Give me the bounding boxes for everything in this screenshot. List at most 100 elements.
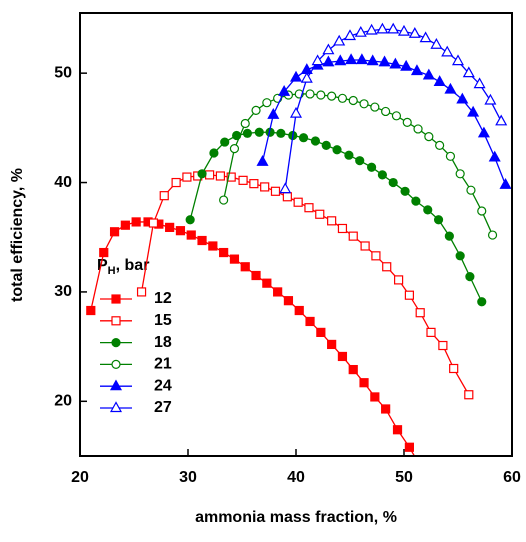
marker bbox=[462, 66, 475, 78]
marker bbox=[120, 220, 130, 230]
marker bbox=[256, 155, 269, 166]
marker bbox=[466, 185, 476, 195]
marker bbox=[226, 172, 236, 182]
marker bbox=[305, 89, 315, 99]
marker bbox=[251, 105, 261, 115]
marker bbox=[402, 117, 412, 127]
marker bbox=[378, 55, 391, 67]
marker bbox=[332, 145, 342, 155]
legend-marker bbox=[111, 359, 121, 369]
marker bbox=[487, 230, 498, 240]
legend-title: PH, bar bbox=[97, 257, 149, 277]
marker bbox=[381, 404, 391, 414]
marker bbox=[438, 340, 448, 351]
marker bbox=[359, 378, 369, 388]
marker bbox=[441, 45, 454, 57]
marker bbox=[219, 195, 229, 205]
marker bbox=[424, 132, 434, 142]
marker bbox=[240, 118, 250, 129]
marker bbox=[289, 106, 303, 118]
marker bbox=[345, 53, 358, 65]
marker bbox=[220, 137, 230, 147]
marker bbox=[294, 305, 304, 316]
marker bbox=[186, 230, 196, 240]
marker bbox=[360, 241, 370, 251]
marker bbox=[422, 68, 435, 80]
marker bbox=[499, 177, 512, 189]
marker bbox=[215, 171, 225, 181]
marker bbox=[136, 287, 147, 297]
marker bbox=[316, 90, 326, 100]
legend-title-main: P bbox=[97, 257, 108, 274]
marker bbox=[433, 75, 446, 87]
marker bbox=[426, 327, 436, 337]
marker bbox=[337, 351, 348, 362]
marker bbox=[365, 23, 378, 35]
marker bbox=[488, 150, 501, 162]
x-tick-label: 20 bbox=[71, 469, 89, 486]
marker bbox=[310, 136, 321, 146]
marker bbox=[249, 179, 259, 189]
marker bbox=[165, 222, 175, 232]
marker bbox=[315, 209, 325, 219]
legend-marker bbox=[109, 379, 123, 391]
marker bbox=[387, 22, 400, 34]
marker bbox=[327, 339, 337, 350]
marker bbox=[408, 27, 421, 38]
marker bbox=[389, 57, 402, 69]
marker bbox=[229, 144, 240, 154]
marker bbox=[334, 54, 347, 66]
series-line bbox=[284, 28, 502, 190]
marker bbox=[238, 175, 248, 185]
marker bbox=[293, 197, 303, 207]
marker bbox=[262, 98, 272, 108]
y-axis-label: total efficiency, % bbox=[9, 168, 26, 302]
plot-frame bbox=[79, 12, 513, 457]
marker bbox=[348, 231, 358, 241]
marker bbox=[355, 156, 365, 166]
marker bbox=[270, 186, 281, 196]
marker bbox=[359, 99, 369, 109]
marker bbox=[419, 31, 432, 43]
marker bbox=[477, 206, 487, 216]
marker bbox=[404, 290, 414, 300]
marker bbox=[109, 227, 120, 237]
x-axis-label: ammonia mass fraction, % bbox=[195, 509, 397, 526]
marker bbox=[283, 296, 294, 306]
marker bbox=[337, 93, 348, 103]
marker bbox=[305, 316, 315, 327]
marker bbox=[444, 231, 454, 241]
marker bbox=[464, 390, 474, 400]
marker bbox=[433, 215, 444, 225]
marker bbox=[175, 226, 186, 236]
marker bbox=[444, 82, 457, 94]
marker bbox=[197, 235, 207, 246]
marker bbox=[394, 275, 404, 285]
marker bbox=[477, 297, 487, 307]
marker bbox=[445, 151, 456, 161]
plot-area bbox=[86, 22, 512, 456]
marker bbox=[435, 140, 445, 150]
marker bbox=[392, 425, 403, 435]
marker bbox=[415, 308, 425, 318]
marker bbox=[327, 216, 337, 226]
marker bbox=[282, 192, 292, 202]
marker bbox=[400, 59, 413, 71]
legend-label: 18 bbox=[154, 334, 172, 351]
legend-label: 27 bbox=[154, 399, 172, 416]
marker bbox=[300, 71, 313, 83]
marker bbox=[484, 93, 497, 105]
marker bbox=[240, 262, 250, 272]
marker bbox=[208, 241, 218, 251]
y-tick-label: 20 bbox=[54, 393, 72, 410]
y-tick-label: 40 bbox=[54, 174, 72, 191]
marker bbox=[410, 64, 423, 76]
y-tick-label: 30 bbox=[54, 283, 72, 300]
legend-label: 21 bbox=[154, 356, 172, 373]
marker bbox=[451, 54, 465, 66]
marker bbox=[411, 196, 421, 206]
legend-title-suffix: , bar bbox=[116, 257, 150, 274]
marker bbox=[278, 85, 291, 96]
marker bbox=[333, 34, 346, 46]
